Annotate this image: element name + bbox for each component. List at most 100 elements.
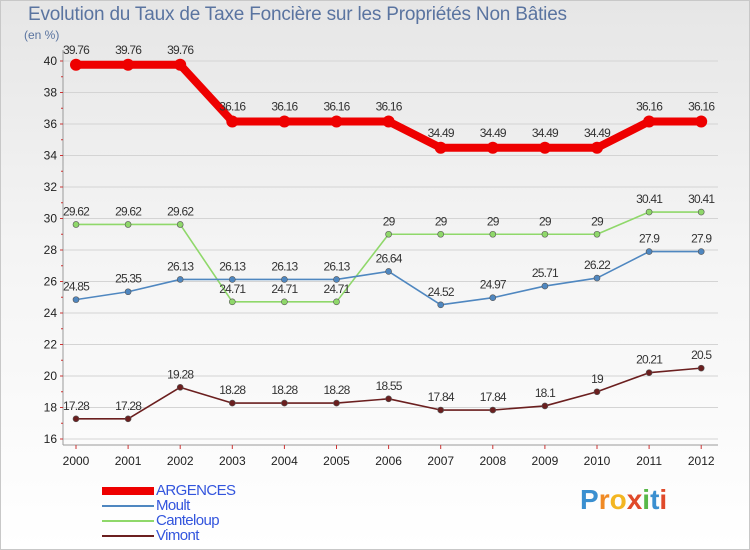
data-label-vimont-2004: 18.28 [271,383,298,397]
data-label-argences-2001: 39.76 [115,43,142,57]
data-point-argences-2010 [591,141,603,154]
data-label-vimont-2000: 17.28 [63,399,90,413]
data-point-vimont-2005 [333,399,340,407]
y-tick-label-28: 28 [44,243,58,257]
data-label-moult-2008: 24.97 [480,278,507,292]
data-point-canteloup-2009 [541,230,549,238]
data-label-vimont-2007: 17.84 [428,390,455,404]
data-point-moult-2000 [72,296,80,303]
legend-label-vimont: Vimont [156,527,199,544]
data-label-canteloup-2012: 30.41 [688,192,715,206]
data-label-vimont-2006: 18.55 [376,379,403,393]
data-label-canteloup-2005: 24.71 [323,282,350,296]
data-point-moult-2009 [541,282,549,290]
data-label-vimont-2010: 19 [591,372,604,386]
data-point-vimont-2001 [124,415,132,423]
x-tick-label-2003: 2003 [219,454,246,468]
data-label-vimont-2001: 17.28 [115,399,142,413]
y-tick-label-16: 16 [44,432,58,446]
x-tick-label-2001: 2001 [115,454,142,468]
data-label-moult-2006: 26.64 [376,251,403,265]
data-label-vimont-2008: 17.84 [480,390,507,404]
x-tick-label-2012: 2012 [688,454,715,468]
data-point-vimont-2009 [541,402,549,410]
legend-label-moult: Moult [156,497,190,514]
data-point-vimont-2004 [281,399,288,407]
data-point-vimont-2003 [229,399,236,407]
data-point-argences-2011 [643,115,656,128]
data-point-canteloup-2007 [437,230,445,238]
data-point-canteloup-2012 [697,208,705,216]
data-label-argences-2012: 36.16 [688,99,715,113]
data-point-argences-2002 [174,58,187,71]
y-axis-unit-label: (en %) [24,28,60,42]
data-point-argences-2012 [695,115,708,128]
x-tick-label-2004: 2004 [271,454,298,468]
y-tick-label-26: 26 [44,275,58,289]
data-label-moult-2000: 24.85 [63,280,90,294]
data-label-argences-2009: 34.49 [532,126,559,140]
legend-label-argences: ARGENCES [156,482,236,499]
data-point-argences-2007 [434,141,447,154]
legend-swatch-moult [102,505,154,507]
data-point-moult-2003 [229,276,236,283]
data-point-argences-2001 [122,58,135,71]
x-tick-label-2011: 2011 [636,454,662,468]
data-point-argences-2003 [226,115,239,128]
data-point-vimont-2011 [645,369,653,376]
x-tick-label-2007: 2007 [427,454,454,468]
data-point-vimont-2000 [72,415,80,423]
data-point-moult-2012 [697,248,705,255]
data-point-moult-2011 [645,248,653,255]
data-label-argences-2003: 36.16 [219,99,246,113]
data-label-argences-2011: 36.16 [636,99,663,113]
data-label-canteloup-2007: 29 [435,214,448,228]
data-point-argences-2006 [382,115,395,128]
data-point-canteloup-2010 [593,230,601,238]
data-label-canteloup-2011: 30.41 [636,192,663,206]
legend-swatch-argences [102,487,154,495]
data-point-argences-2005 [330,115,343,128]
proxiti-logo: Proxiti [580,484,668,515]
y-tick-label-32: 32 [44,180,58,194]
data-point-moult-2008 [489,294,497,302]
data-label-vimont-2003: 18.28 [219,383,246,397]
y-tick-label-22: 22 [44,338,58,352]
data-point-moult-2004 [281,276,288,283]
data-label-moult-2005: 26.13 [323,259,350,273]
data-label-canteloup-2006: 29 [383,214,396,228]
data-label-vimont-2005: 18.28 [323,383,350,397]
y-tick-label-34: 34 [44,149,58,163]
data-point-moult-2007 [437,301,445,309]
data-label-canteloup-2000: 29.62 [63,204,90,218]
data-point-vimont-2008 [489,406,497,414]
data-label-canteloup-2003: 24.71 [219,282,246,296]
data-point-canteloup-2005 [333,298,340,306]
data-point-canteloup-2006 [385,230,392,238]
legend-swatch-canteloup [102,520,154,522]
chart-title: Evolution du Taux de Taxe Foncière sur l… [28,4,567,25]
data-point-vimont-2010 [593,388,601,396]
x-tick-label-2000: 2000 [63,454,90,468]
data-label-argences-2008: 34.49 [480,126,507,140]
data-point-moult-2006 [385,268,392,275]
data-point-vimont-2012 [697,364,705,372]
data-label-moult-2003: 26.13 [219,259,246,273]
data-label-vimont-2012: 20.5 [691,348,712,362]
x-tick-label-2009: 2009 [532,454,559,468]
x-tick-label-2006: 2006 [375,454,402,468]
data-point-vimont-2002 [176,384,184,391]
y-tick-label-20: 20 [44,369,58,383]
data-point-vimont-2007 [437,406,445,414]
data-point-canteloup-2004 [281,298,288,306]
x-tick-label-2010: 2010 [584,454,611,468]
data-label-argences-2000: 39.76 [63,43,90,57]
x-tick-label-2008: 2008 [479,454,506,468]
data-label-moult-2004: 26.13 [271,259,298,273]
data-label-moult-2009: 25.71 [532,266,559,280]
y-tick-label-40: 40 [44,54,58,68]
x-tick-label-2005: 2005 [323,454,350,468]
data-point-moult-2010 [593,274,601,282]
